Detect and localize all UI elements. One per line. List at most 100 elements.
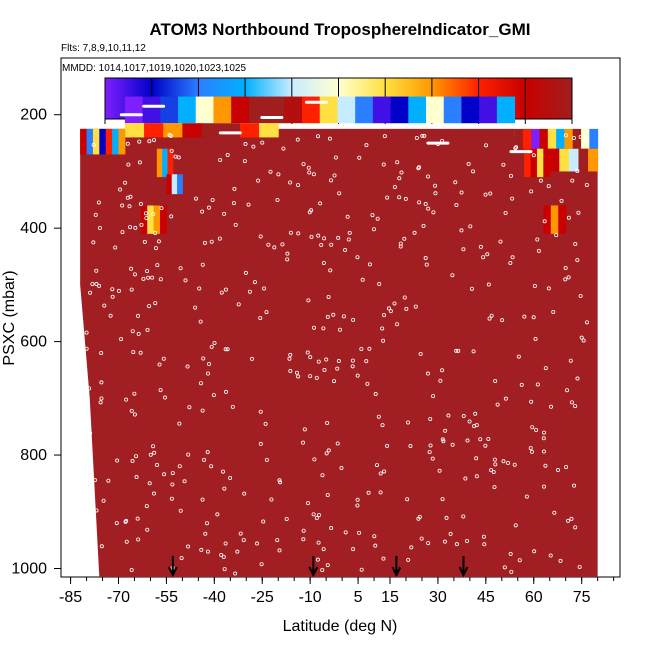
sample-marker <box>206 205 211 210</box>
sample-marker <box>397 195 402 200</box>
sample-marker <box>343 248 348 253</box>
sample-marker <box>501 459 506 464</box>
sample-marker <box>221 469 226 474</box>
sample-marker <box>459 228 464 233</box>
sample-marker <box>398 244 403 249</box>
sample-marker <box>210 197 215 202</box>
sample-marker <box>339 466 344 471</box>
sample-marker <box>206 371 211 376</box>
sample-marker <box>469 286 474 291</box>
sample-marker <box>395 160 400 165</box>
y-tick-label: 600 <box>20 334 47 351</box>
band-cell <box>543 205 552 234</box>
sample-marker <box>482 542 487 547</box>
band-cell <box>92 128 100 155</box>
sample-marker <box>209 464 214 469</box>
sample-marker <box>566 518 571 523</box>
sample-marker <box>125 195 130 200</box>
sample-marker <box>579 335 584 340</box>
sample-marker <box>426 541 431 546</box>
sample-marker <box>281 146 286 151</box>
band-cell <box>559 148 570 172</box>
sample-marker <box>306 165 311 170</box>
sample-marker <box>93 212 98 217</box>
y-axis-label: PSXC (mbar) <box>1 270 18 365</box>
sample-marker <box>529 449 534 454</box>
sample-marker <box>113 245 118 250</box>
x-tick-label: 30 <box>429 589 447 606</box>
sample-marker <box>392 301 397 306</box>
sample-marker <box>535 382 540 387</box>
band-cell <box>171 174 178 195</box>
sample-marker <box>559 198 564 203</box>
sample-marker <box>428 416 433 421</box>
sample-marker <box>312 457 317 462</box>
sample-marker <box>336 235 341 240</box>
sample-marker <box>403 196 408 201</box>
sample-marker <box>454 348 459 353</box>
sample-marker <box>488 191 493 196</box>
sample-marker <box>110 287 115 292</box>
sample-marker <box>541 484 546 489</box>
data-curtain <box>80 128 598 577</box>
sample-marker <box>335 441 340 446</box>
sample-marker <box>252 280 257 285</box>
sample-marker <box>101 498 106 503</box>
sample-marker <box>102 303 107 308</box>
sample-marker <box>399 170 404 175</box>
sample-marker <box>223 541 228 546</box>
sample-marker <box>314 375 319 380</box>
sample-marker <box>305 350 310 355</box>
sample-marker <box>147 139 152 144</box>
sample-marker <box>440 368 445 373</box>
sample-marker <box>572 483 577 488</box>
latitude-arrow-head <box>391 566 402 578</box>
sample-marker <box>123 519 128 524</box>
band-cell <box>213 96 232 124</box>
band-cell <box>99 128 107 155</box>
sample-marker <box>321 260 326 265</box>
sample-marker <box>365 381 370 386</box>
sample-marker <box>542 219 547 224</box>
sample-marker <box>543 366 548 371</box>
sample-marker <box>541 449 546 454</box>
sample-marker <box>522 314 527 319</box>
sample-marker <box>137 160 142 165</box>
sample-marker <box>258 441 263 446</box>
band-cell <box>589 128 599 149</box>
sample-marker <box>134 454 139 459</box>
sample-marker <box>118 187 123 192</box>
sample-marker <box>296 374 301 379</box>
sample-marker <box>431 210 436 215</box>
sample-marker <box>219 290 224 295</box>
sample-marker <box>442 539 447 544</box>
sample-marker <box>231 201 236 206</box>
sample-marker <box>219 553 224 558</box>
sample-marker <box>247 289 252 294</box>
sample-marker <box>92 478 97 483</box>
sample-marker <box>176 155 181 160</box>
sample-marker <box>328 268 333 273</box>
sample-marker <box>124 539 129 544</box>
sample-markers <box>84 132 589 576</box>
sample-marker <box>215 512 220 517</box>
sample-marker <box>423 256 428 261</box>
sample-marker <box>255 541 260 546</box>
sample-marker <box>503 210 508 215</box>
sample-marker <box>573 525 578 530</box>
sample-marker <box>483 443 488 448</box>
sample-marker <box>367 262 372 267</box>
band-cell <box>531 128 541 149</box>
sample-marker <box>325 420 330 425</box>
sample-marker <box>207 362 212 367</box>
sample-marker <box>425 371 430 376</box>
sample-marker <box>179 556 184 561</box>
sample-marker <box>326 448 331 453</box>
sample-marker <box>426 206 431 211</box>
sample-marker <box>301 537 306 542</box>
band-cell <box>443 96 462 124</box>
sample-marker <box>145 527 150 532</box>
sample-marker <box>413 304 418 309</box>
band-cell <box>142 96 161 124</box>
sample-marker <box>493 378 498 383</box>
